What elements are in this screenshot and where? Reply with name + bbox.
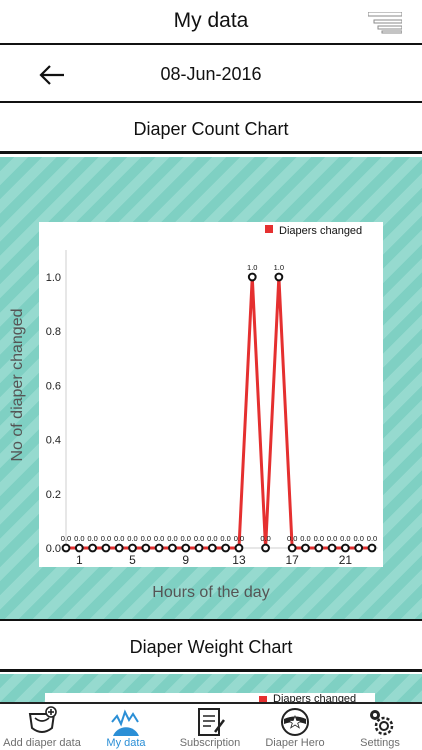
tab-my-data[interactable]: My data bbox=[84, 704, 168, 750]
legend-label: Diapers changed bbox=[279, 225, 362, 237]
data-label: 0.0 bbox=[141, 534, 151, 543]
data-label: 0.0 bbox=[87, 534, 97, 543]
data-point bbox=[354, 543, 364, 553]
data-point bbox=[287, 543, 297, 553]
y-axis-title: No of diaper changed bbox=[9, 308, 26, 462]
tab-label: Add diaper data bbox=[3, 737, 81, 749]
data-point bbox=[101, 543, 111, 553]
y-axis-title-wrap: No of diaper changed bbox=[0, 250, 36, 520]
data-point bbox=[128, 543, 137, 553]
tab-label: My data bbox=[106, 737, 146, 749]
data-label: 0.0 bbox=[181, 534, 191, 543]
data-label: 0.0 bbox=[194, 534, 204, 543]
tab-label: Subscription bbox=[179, 737, 241, 749]
diaper-weight-chart-title: Diaper Weight Chart bbox=[0, 619, 422, 672]
data-label: 0.0 bbox=[340, 534, 350, 543]
data-point bbox=[154, 543, 164, 553]
data-label: 0.0 bbox=[300, 534, 310, 543]
data-label: 0.0 bbox=[207, 534, 217, 543]
data-label: 0.0 bbox=[167, 534, 177, 543]
diaper-count-chart-title: Diaper Count Chart bbox=[0, 105, 422, 154]
data-label: 0.0 bbox=[114, 534, 124, 543]
data-label: 0.0 bbox=[327, 534, 337, 543]
data-label: 0.0 bbox=[101, 534, 111, 543]
series-line bbox=[66, 276, 372, 550]
weight-legend-swatch bbox=[259, 696, 267, 704]
back-arrow-icon[interactable] bbox=[38, 61, 66, 89]
x-tick-label: 9 bbox=[182, 553, 189, 567]
data-point bbox=[181, 543, 191, 553]
data-point bbox=[274, 272, 284, 282]
data-point bbox=[340, 543, 350, 553]
y-tick-label: 0.8 bbox=[46, 326, 61, 338]
tab-add-diaper-data[interactable]: Add diaper data bbox=[0, 704, 84, 750]
chart-canvas: Diapers changed 0.0 0.2 0.4 0.6 0.8 1.0 1 5 9 13 1… bbox=[46, 225, 378, 567]
tab-label: Diaper Hero bbox=[265, 737, 325, 749]
gears-icon bbox=[370, 710, 394, 736]
data-label: 1.0 bbox=[274, 263, 284, 272]
data-point bbox=[207, 543, 217, 553]
y-tick-label: 0.6 bbox=[46, 380, 61, 392]
data-point bbox=[367, 543, 377, 553]
data-label: 0.0 bbox=[127, 534, 137, 543]
diaper-add-icon bbox=[28, 706, 57, 733]
tab-settings[interactable]: Settings bbox=[338, 704, 422, 750]
data-label: 0.0 bbox=[314, 534, 324, 543]
data-point bbox=[141, 543, 151, 553]
tab-label: Settings bbox=[360, 737, 400, 749]
y-tick-label: 0.4 bbox=[46, 435, 61, 447]
data-point bbox=[234, 543, 244, 553]
date-bar: 08-Jun-2016 bbox=[0, 47, 422, 103]
y-tick-label: 0.2 bbox=[46, 489, 61, 501]
data-label: 0.0 bbox=[61, 534, 71, 543]
data-point bbox=[247, 272, 257, 282]
data-point bbox=[327, 543, 337, 553]
data-point bbox=[301, 543, 310, 553]
data-label: 0.0 bbox=[220, 534, 230, 543]
selected-date[interactable]: 08-Jun-2016 bbox=[160, 64, 262, 84]
data-point bbox=[88, 543, 98, 553]
bottom-tab-bar: Add diaper data My data Subscription Dia… bbox=[0, 702, 422, 750]
app-header: My data bbox=[0, 0, 422, 45]
x-axis-title: Hours of the day bbox=[152, 584, 270, 601]
data-point bbox=[314, 543, 324, 553]
x-tick-label: 1 bbox=[76, 553, 83, 567]
data-label: 0.0 bbox=[353, 534, 363, 543]
data-point bbox=[168, 543, 177, 553]
document-pen-icon bbox=[198, 708, 225, 736]
data-label: 0.0 bbox=[154, 534, 164, 543]
x-tick-label: 17 bbox=[285, 553, 299, 567]
data-label: 0.0 bbox=[74, 534, 84, 543]
data-point bbox=[221, 543, 231, 553]
menu-icon[interactable] bbox=[368, 12, 402, 34]
legend-swatch bbox=[265, 225, 273, 233]
y-tick-label: 0.0 bbox=[46, 543, 61, 555]
x-tick-label: 13 bbox=[232, 553, 246, 567]
data-point bbox=[114, 543, 124, 553]
data-point bbox=[74, 543, 84, 553]
data-label: 0.0 bbox=[260, 534, 270, 543]
diaper-count-chart: Diapers changed 0.0 0.2 0.4 0.6 0.8 1.0 1 5 9 13 1… bbox=[39, 222, 383, 567]
data-label: 0.0 bbox=[367, 534, 377, 543]
x-tick-label: 5 bbox=[129, 553, 136, 567]
y-tick-label: 1.0 bbox=[46, 272, 61, 284]
data-label: 0.0 bbox=[234, 534, 244, 543]
data-label: 1.0 bbox=[247, 263, 257, 272]
data-point bbox=[261, 543, 270, 553]
chart-icon bbox=[111, 709, 139, 736]
hero-mask-icon bbox=[281, 708, 309, 736]
page-title: My data bbox=[173, 9, 249, 32]
tab-diaper-hero[interactable]: Diaper Hero bbox=[253, 704, 337, 750]
data-point bbox=[61, 543, 71, 553]
x-tick-label: 21 bbox=[339, 553, 353, 567]
data-point bbox=[194, 543, 204, 553]
data-label: 0.0 bbox=[287, 534, 297, 543]
tab-subscription[interactable]: Subscription bbox=[168, 704, 252, 750]
